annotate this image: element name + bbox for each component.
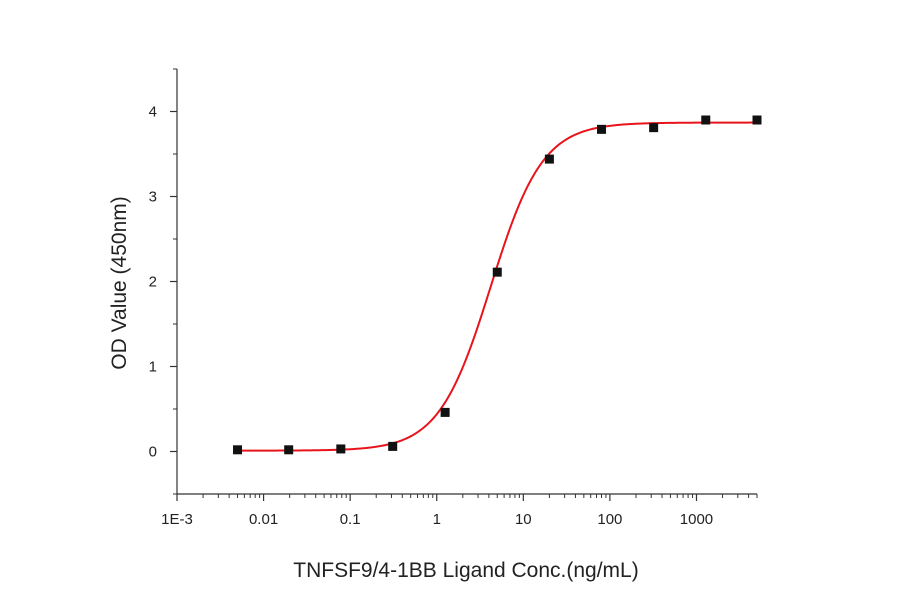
y-tick-label: 2 <box>149 274 157 291</box>
data-point <box>752 115 762 125</box>
x-tick-label: 0.1 <box>340 511 361 528</box>
data-point <box>597 124 607 134</box>
axes <box>176 69 757 495</box>
data-point <box>440 407 450 417</box>
x-axis-ticks: 1E-3 0.01 0.1 1 10 100 1000 <box>161 494 758 528</box>
x-tick-label: 100 <box>597 511 622 528</box>
y-axis-ticks: 0 1 2 3 4 <box>149 68 177 495</box>
y-tick-label: 3 <box>149 189 157 206</box>
x-tick-label: 1E-3 <box>161 511 193 528</box>
data-point <box>649 123 659 133</box>
data-point <box>388 441 398 451</box>
data-point <box>492 267 502 277</box>
data-point <box>233 445 243 455</box>
data-point <box>336 444 346 454</box>
data-point <box>544 154 554 164</box>
data-points <box>233 115 762 455</box>
y-tick-label: 1 <box>149 359 157 376</box>
fit-curve <box>237 121 757 452</box>
data-point <box>701 115 711 125</box>
x-tick-label: 1000 <box>680 511 713 528</box>
y-tick-label: 0 <box>149 444 157 461</box>
x-tick-label: 1 <box>433 511 441 528</box>
x-axis-title: TNFSF9/4-1BB Ligand Conc.(ng/mL) <box>293 559 638 582</box>
y-tick-label: 4 <box>149 104 157 121</box>
x-tick-label: 10 <box>515 511 532 528</box>
data-point <box>284 445 294 455</box>
x-tick-label: 0.01 <box>249 511 278 528</box>
y-axis-title: OD Value (450nm) <box>108 196 131 370</box>
